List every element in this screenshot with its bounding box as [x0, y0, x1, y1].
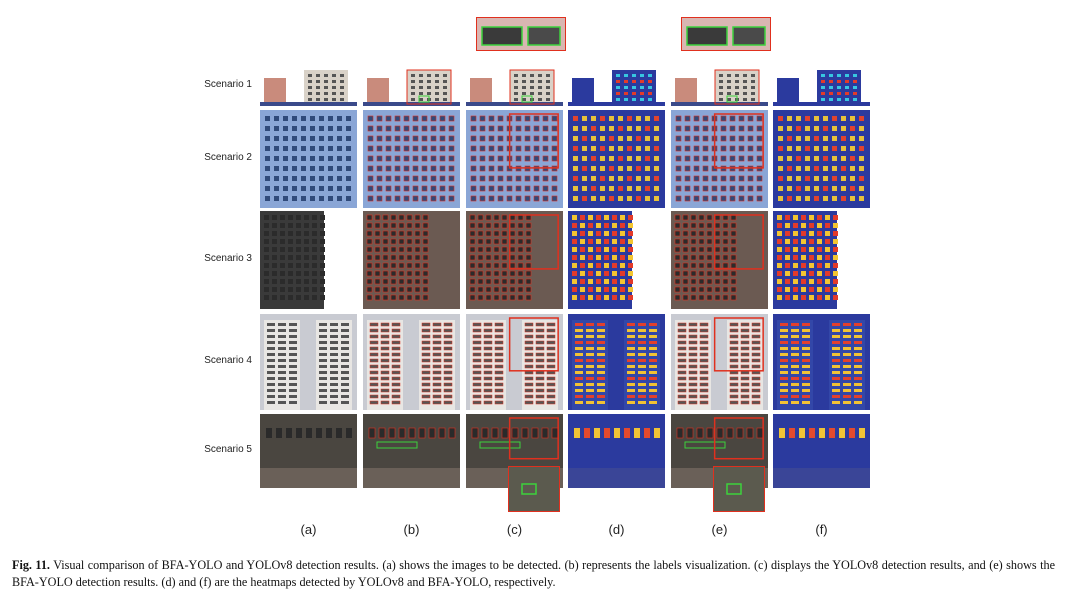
image-panel-s4-b — [363, 314, 460, 410]
image-panel-s2-c — [466, 110, 563, 208]
image-panel-s5-a — [260, 414, 357, 488]
caption-label: Fig. 11. — [12, 558, 50, 572]
image-panel-s5-d — [568, 414, 665, 488]
row-label-scenario-3: Scenario 3 — [204, 253, 252, 264]
column-label-e: (e) — [711, 522, 728, 537]
image-panel-s5-b — [363, 414, 460, 488]
image-panel-s4-a — [260, 314, 357, 410]
image-panel-s2-d — [568, 110, 665, 208]
column-label-f: (f) — [815, 522, 828, 537]
zoom-inset-e — [681, 17, 771, 51]
image-panel-s2-a — [260, 110, 357, 208]
image-panel-s3-a — [260, 211, 357, 309]
image-panel-s1-a — [260, 66, 357, 106]
image-panel-s4-d — [568, 314, 665, 410]
row-label-scenario-5: Scenario 5 — [204, 444, 252, 455]
image-panel-s1-d — [568, 66, 665, 106]
image-panel-s1-b — [363, 66, 460, 106]
zoom-inset-bottom-e — [713, 466, 765, 512]
row-label-scenario-1: Scenario 1 — [204, 79, 252, 90]
image-panel-s3-b — [363, 211, 460, 309]
column-label-d: (d) — [608, 522, 625, 537]
image-panel-s3-f — [773, 211, 870, 309]
image-panel-s2-e — [671, 110, 768, 208]
image-panel-s4-c — [466, 314, 563, 410]
column-label-b: (b) — [403, 522, 420, 537]
image-panel-s2-f — [773, 110, 870, 208]
image-panel-s2-b — [363, 110, 460, 208]
image-panel-s5-f — [773, 414, 870, 488]
caption-text: Visual comparison of BFA-YOLO and YOLOv8… — [12, 558, 1055, 589]
image-panel-s3-c — [466, 211, 563, 309]
zoom-inset-bottom-c — [508, 466, 560, 512]
image-panel-s3-d — [568, 211, 665, 309]
row-label-scenario-4: Scenario 4 — [204, 355, 252, 366]
column-label-c: (c) — [506, 522, 523, 537]
column-label-a: (a) — [300, 522, 317, 537]
image-panel-s3-e — [671, 211, 768, 309]
image-panel-s1-f — [773, 66, 870, 106]
row-label-scenario-2: Scenario 2 — [204, 152, 252, 163]
figure-caption: Fig. 11. Visual comparison of BFA-YOLO a… — [12, 557, 1055, 591]
image-panel-s1-c — [466, 66, 563, 106]
zoom-inset-c — [476, 17, 566, 51]
image-panel-s1-e — [671, 66, 768, 106]
image-panel-s4-e — [671, 314, 768, 410]
image-panel-s4-f — [773, 314, 870, 410]
